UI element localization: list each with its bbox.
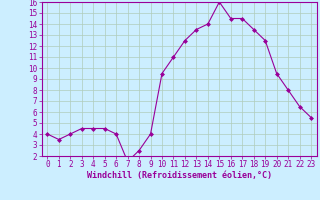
X-axis label: Windchill (Refroidissement éolien,°C): Windchill (Refroidissement éolien,°C): [87, 171, 272, 180]
